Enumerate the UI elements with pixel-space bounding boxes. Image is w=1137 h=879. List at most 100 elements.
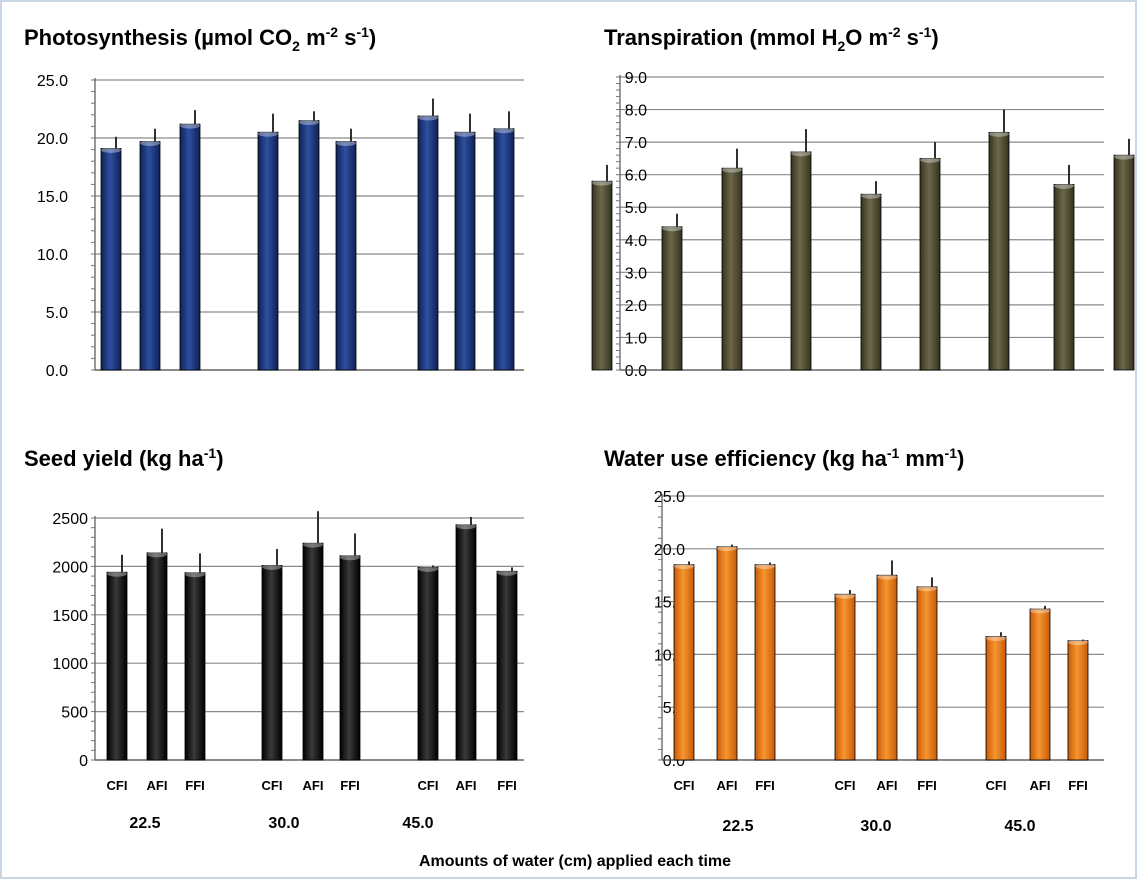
- bar-cap-highlight: [791, 150, 811, 157]
- group-label: 45.0: [1004, 818, 1035, 835]
- chart-panel-0: 0.0 5.0 10.0 15.0 20.0 25.0: [37, 73, 524, 380]
- bar-cfi: [673, 564, 695, 761]
- group-label: 30.0: [860, 818, 891, 835]
- bar-cap-highlight: [1054, 182, 1074, 189]
- category-label: CFI: [262, 778, 283, 793]
- bar-cap-highlight: [336, 139, 356, 146]
- y-tick-label: 10.0: [37, 247, 68, 264]
- bar-cap-highlight: [986, 634, 1006, 641]
- bar-cap-highlight: [418, 565, 438, 572]
- bar-afi: [454, 131, 476, 371]
- y-tick-label: 6.0: [625, 168, 647, 185]
- bar-afi: [860, 193, 882, 371]
- bar-cap-highlight: [180, 122, 200, 129]
- bar-cap-highlight: [662, 225, 682, 232]
- y-tick-label: 1000: [52, 656, 88, 673]
- bar-afi: [716, 546, 738, 761]
- y-tick-label: 2500: [52, 511, 88, 528]
- y-tick-label: 0: [79, 753, 88, 770]
- y-tick-label: 5.0: [625, 200, 647, 217]
- category-label: CFI: [107, 778, 128, 793]
- bar-cap-highlight: [861, 192, 881, 199]
- bar-ffi: [1067, 640, 1089, 761]
- y-tick-label: 0.0: [625, 363, 647, 380]
- bar-cap-highlight: [185, 571, 205, 578]
- category-label: FFI: [497, 778, 517, 793]
- bar-cap-highlight: [299, 119, 319, 126]
- category-label: CFI: [835, 778, 856, 793]
- bar-cap-highlight: [1114, 153, 1134, 160]
- bar-cfi: [257, 131, 279, 371]
- category-label: CFI: [986, 778, 1007, 793]
- group-label: 30.0: [268, 815, 299, 832]
- bar-afi: [876, 574, 898, 761]
- bar-ffi: [179, 123, 201, 371]
- y-tick-label: 4.0: [625, 233, 647, 250]
- bar-cfi: [417, 566, 439, 761]
- bar-cap-highlight: [494, 127, 514, 134]
- bar-cap-highlight: [147, 551, 167, 558]
- bar-ffi: [339, 555, 361, 761]
- category-label: AFI: [456, 778, 477, 793]
- category-label: AFI: [147, 778, 168, 793]
- bar-cfi: [834, 593, 856, 761]
- y-tick-label: 25.0: [37, 73, 68, 90]
- y-tick-label: 2000: [52, 559, 88, 576]
- bar-cfi: [985, 636, 1007, 761]
- bar-cap-highlight: [920, 156, 940, 163]
- bar-cap-highlight: [140, 139, 160, 146]
- group-label: 22.5: [129, 815, 160, 832]
- category-label: FFI: [185, 778, 205, 793]
- bar-cfi: [261, 565, 283, 761]
- photosynthesis-title: Photosynthesis (µmol CO2 m-2 s-1): [24, 24, 376, 54]
- y-tick-label: 500: [61, 705, 88, 722]
- category-label: FFI: [340, 778, 360, 793]
- bar-afi: [1053, 184, 1075, 371]
- seed-yield-title: Seed yield (kg ha-1): [24, 445, 224, 471]
- y-tick-label: 5.0: [46, 305, 68, 322]
- wue-title: Water use efficiency (kg ha-1 mm-1): [604, 445, 964, 471]
- bar-cap-highlight: [101, 146, 121, 153]
- group-label: 45.0: [402, 815, 433, 832]
- y-tick-label: 9.0: [625, 70, 647, 87]
- bar-cap-highlight: [674, 563, 694, 570]
- bar-afi: [139, 141, 161, 371]
- bar-ffi: [754, 564, 776, 761]
- bar-cap-highlight: [497, 569, 517, 576]
- bar-cap-highlight: [877, 573, 897, 580]
- y-tick-label: 2.0: [625, 298, 647, 315]
- category-label: FFI: [917, 778, 937, 793]
- bar-cap-highlight: [1068, 639, 1088, 646]
- bar-cap-highlight: [418, 114, 438, 121]
- transpiration-title: Transpiration (mmol H2O m-2 s-1): [604, 24, 939, 54]
- category-label: AFI: [303, 778, 324, 793]
- bar-ffi: [721, 167, 743, 371]
- y-tick-label: 7.0: [625, 135, 647, 152]
- chart-panel-3: 0.05.010.015.020.025.0CFIAFIFFICFIAFIFFI…: [654, 489, 1104, 835]
- bar-afi: [146, 552, 168, 761]
- bar-afi: [298, 120, 320, 371]
- y-tick-label: 25.0: [654, 489, 685, 506]
- bar-cap-highlight: [456, 523, 476, 530]
- bar-cap-highlight: [755, 563, 775, 570]
- bar-ffi: [916, 586, 938, 761]
- bar-afi: [661, 226, 683, 371]
- bar-ffi: [493, 128, 515, 371]
- bar-ffi: [184, 572, 206, 761]
- group-label: 22.5: [722, 818, 753, 835]
- bar-cap-highlight: [262, 563, 282, 570]
- y-tick-label: 3.0: [625, 265, 647, 282]
- bar-cap-highlight: [717, 545, 737, 552]
- bar-afi: [302, 542, 324, 761]
- bar-cfi: [100, 148, 122, 371]
- bar-ffi: [1113, 154, 1135, 371]
- category-label: AFI: [877, 778, 898, 793]
- bar-cap-highlight: [989, 130, 1009, 137]
- bar-cap-highlight: [340, 554, 360, 561]
- bar-cap-highlight: [303, 541, 323, 548]
- y-tick-label: 1.0: [625, 330, 647, 347]
- bar-afi: [455, 524, 477, 761]
- x-axis-label: Amounts of water (cm) applied each time: [419, 853, 731, 870]
